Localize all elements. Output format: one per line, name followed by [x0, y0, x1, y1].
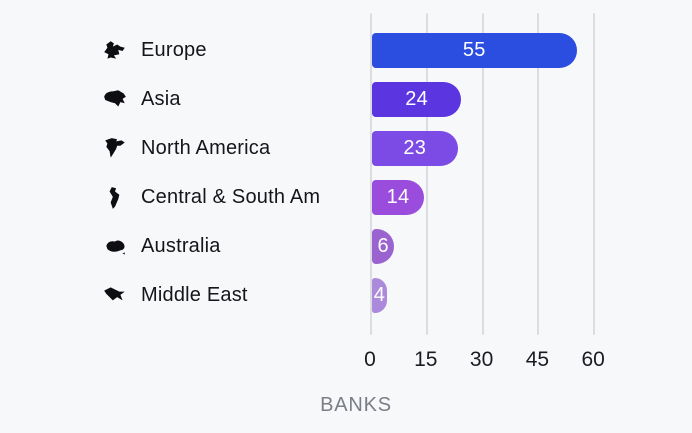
bar-row: 4 — [372, 271, 672, 320]
bars: 55 24 23 14 6 — [372, 26, 672, 320]
bar-asia: 24 — [372, 82, 462, 117]
plot-area: 55 24 23 14 6 — [370, 0, 692, 433]
category-row-europe: Europe — [102, 26, 370, 75]
bar-row: 14 — [372, 173, 672, 222]
category-label: Asia — [141, 88, 181, 110]
gridline — [425, 13, 428, 335]
bar-value-label: 23 — [403, 137, 427, 159]
bar-europe: 55 — [372, 33, 577, 68]
x-tick-label: 0 — [364, 348, 376, 371]
bar-central-south-america: 14 — [372, 180, 425, 215]
category-labels: Europe Asia North America Central & Sout… — [102, 26, 370, 320]
central-south-america-icon — [102, 185, 128, 211]
bar-row: 24 — [372, 75, 672, 124]
x-tick-label: 30 — [469, 348, 494, 371]
category-row-australia: Australia — [102, 222, 370, 271]
north-america-icon — [102, 136, 128, 162]
x-tick-label: 15 — [414, 348, 438, 371]
category-row-middle-east: Middle East — [102, 271, 370, 320]
gridline — [537, 13, 540, 335]
gridline — [370, 13, 372, 335]
category-row-asia: Asia — [102, 75, 370, 124]
category-label: Middle East — [141, 284, 248, 306]
category-label: North America — [141, 137, 271, 159]
australia-icon — [102, 234, 128, 260]
x-tick-label: 45 — [525, 348, 550, 371]
category-label: Australia — [141, 235, 221, 257]
bar-row: 6 — [372, 222, 672, 271]
category-label: Europe — [141, 39, 207, 61]
x-tick-label: 60 — [581, 348, 605, 371]
category-row-central-south-america: Central & South Am — [102, 173, 370, 222]
bar-middle-east: 4 — [372, 278, 387, 313]
bar-value-label: 6 — [377, 235, 389, 257]
europe-icon — [102, 38, 128, 64]
bar-value-label: 24 — [405, 88, 429, 110]
gridline — [481, 13, 484, 335]
gridline — [593, 13, 596, 335]
bar-value-label: 14 — [386, 186, 410, 208]
x-axis-title: BANKS — [320, 394, 392, 416]
category-row-north-america: North America — [102, 124, 370, 173]
x-axis-ticks: 0 15 30 45 60 — [364, 348, 692, 378]
bar-australia: 6 — [372, 229, 395, 264]
bar-row: 23 — [372, 124, 672, 173]
bar-north-america: 23 — [372, 131, 458, 166]
bar-row: 55 — [372, 26, 672, 75]
bar-value-label: 55 — [462, 39, 486, 61]
asia-icon — [102, 87, 128, 113]
bar-value-label: 4 — [373, 284, 386, 306]
category-label: Central & South Am — [141, 186, 321, 208]
middle-east-icon — [102, 283, 128, 309]
